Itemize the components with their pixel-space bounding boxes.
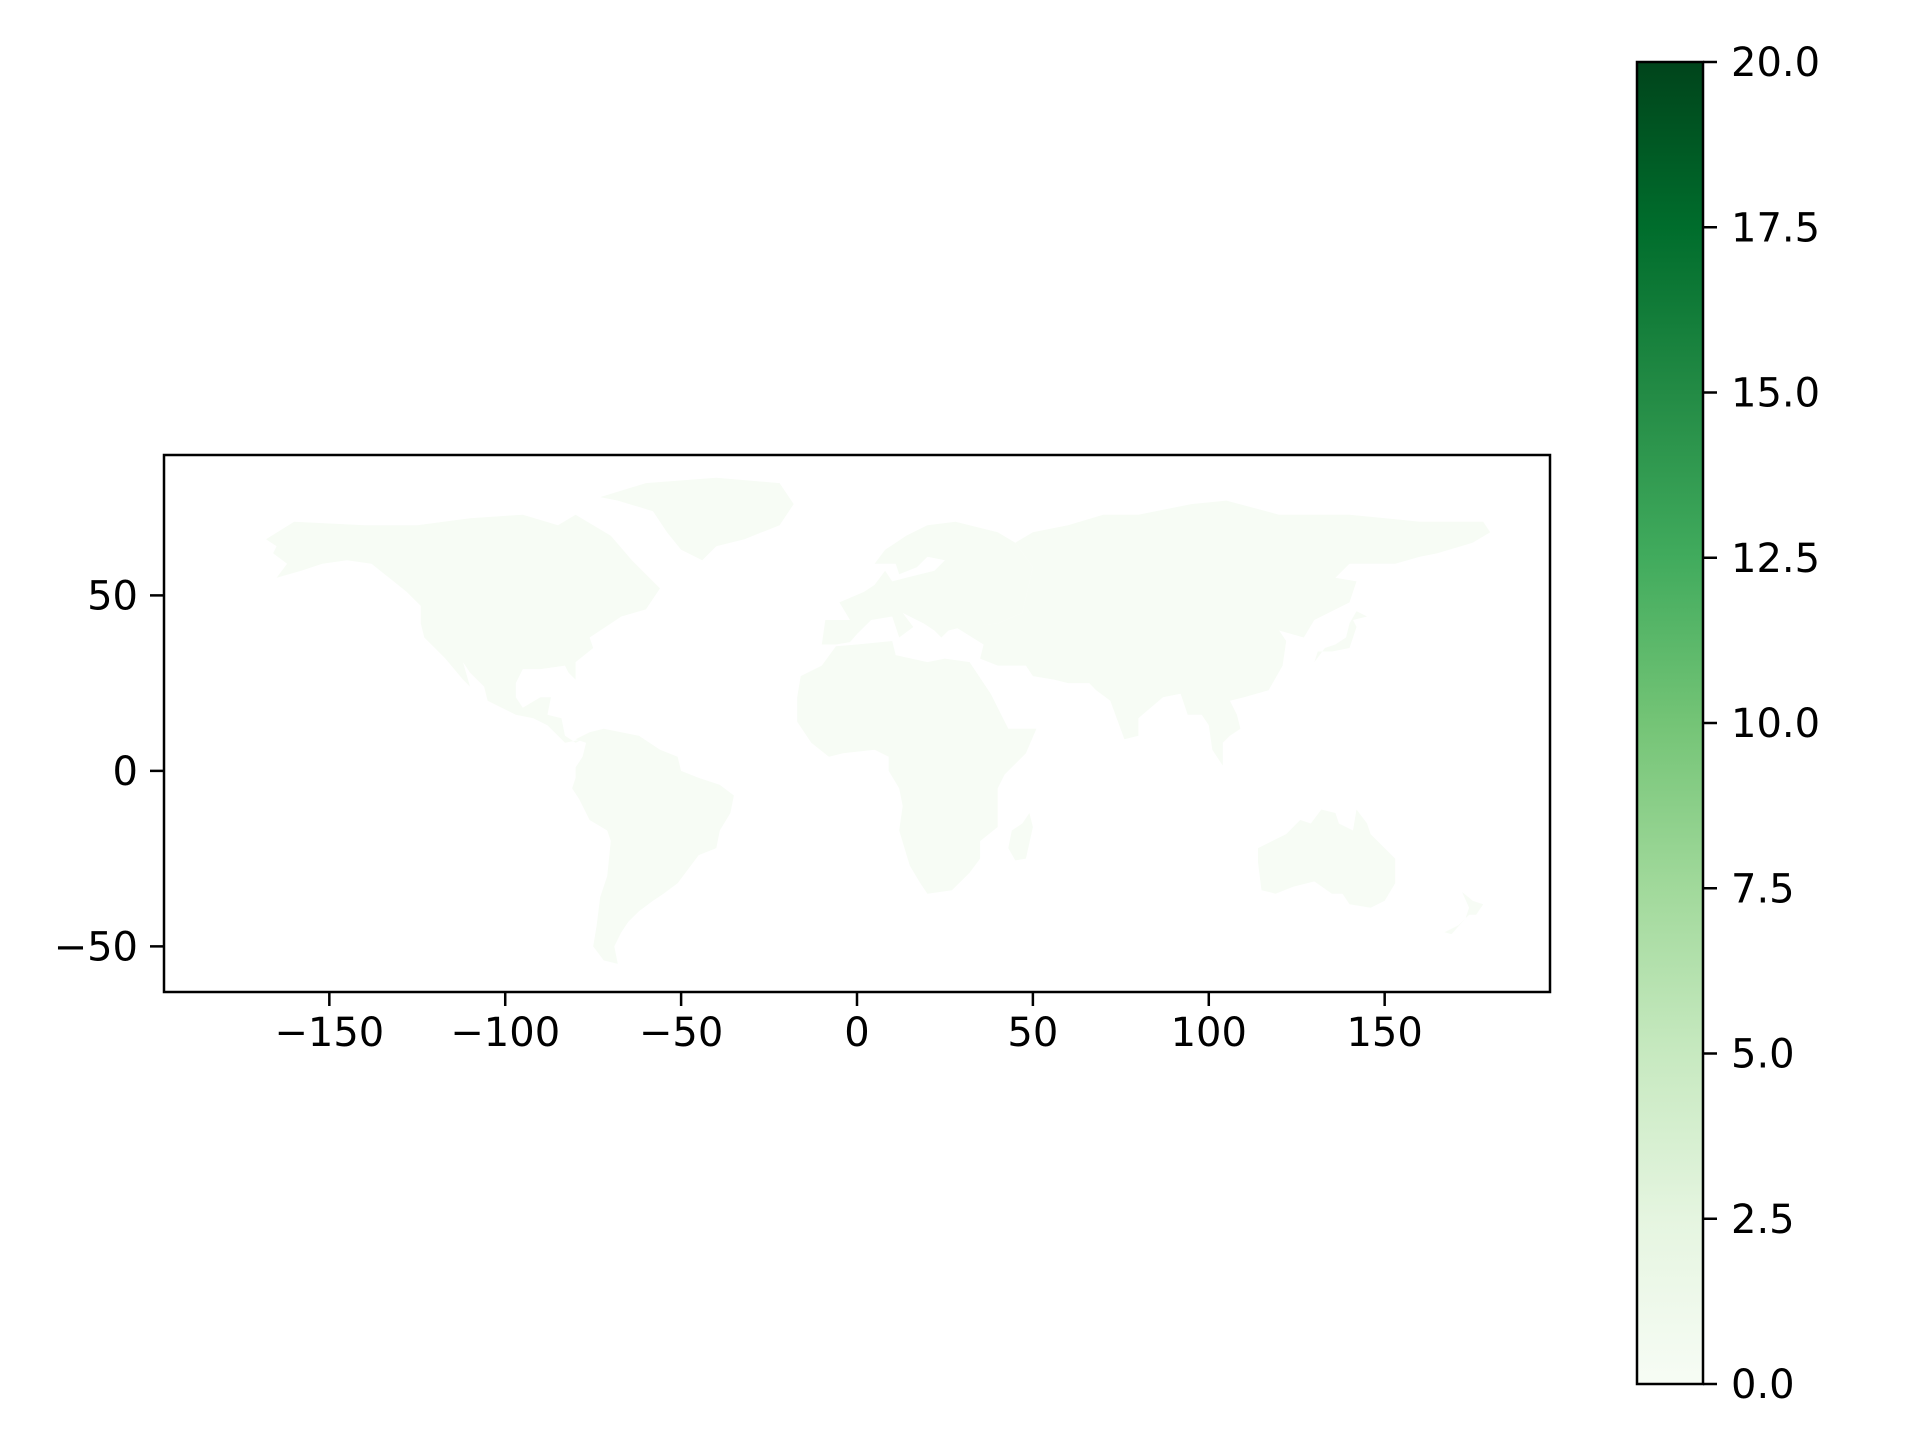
y-tick-label: −50 (54, 924, 138, 970)
y-tick-label: 0 (113, 749, 138, 795)
region-south-america (572, 728, 734, 964)
x-tick-label: −150 (274, 1010, 384, 1056)
colorbar-tick-label: 5.0 (1731, 1032, 1795, 1078)
y-axis: 50 0 −50 (54, 573, 164, 970)
colorbar-tick-label: 2.5 (1731, 1197, 1795, 1243)
x-axis: −150 −100 −50 0 50 100 150 (274, 992, 1423, 1056)
y-tick-label: 50 (87, 573, 138, 619)
region-north-america (266, 514, 660, 743)
x-tick-label: 150 (1346, 1010, 1422, 1056)
colorbar-axis: 0.0 2.5 5.0 7.5 10.0 12.5 15.0 17.5 20.0 (1703, 40, 1820, 1408)
region-madagascar (1008, 813, 1033, 861)
colorbar-tick-label: 12.5 (1731, 536, 1820, 582)
x-tick-label: 100 (1171, 1010, 1247, 1056)
region-africa (797, 641, 1037, 894)
x-tick-label: −100 (450, 1010, 560, 1056)
map-land-layer (266, 477, 1491, 964)
colorbar-tick-label: 17.5 (1731, 205, 1820, 251)
region-new-zealand (1444, 892, 1484, 935)
x-tick-label: 0 (844, 1010, 869, 1056)
region-greenland (600, 477, 794, 561)
x-tick-label: 50 (1007, 1010, 1058, 1056)
colorbar-tick-label: 7.5 (1731, 866, 1795, 912)
region-australia (1258, 809, 1396, 908)
region-japan (1314, 611, 1368, 663)
region-asia (955, 500, 1491, 766)
x-tick-label: −50 (639, 1010, 723, 1056)
colorbar-tick-label: 15.0 (1731, 371, 1820, 417)
region-europe (821, 521, 1033, 645)
colorbar-tick-label: 10.0 (1731, 701, 1820, 747)
colorbar-tick-label: 20.0 (1731, 40, 1820, 86)
colorbar-tick-label: 0.0 (1731, 1362, 1795, 1408)
colorbar (1635, 60, 1705, 1386)
